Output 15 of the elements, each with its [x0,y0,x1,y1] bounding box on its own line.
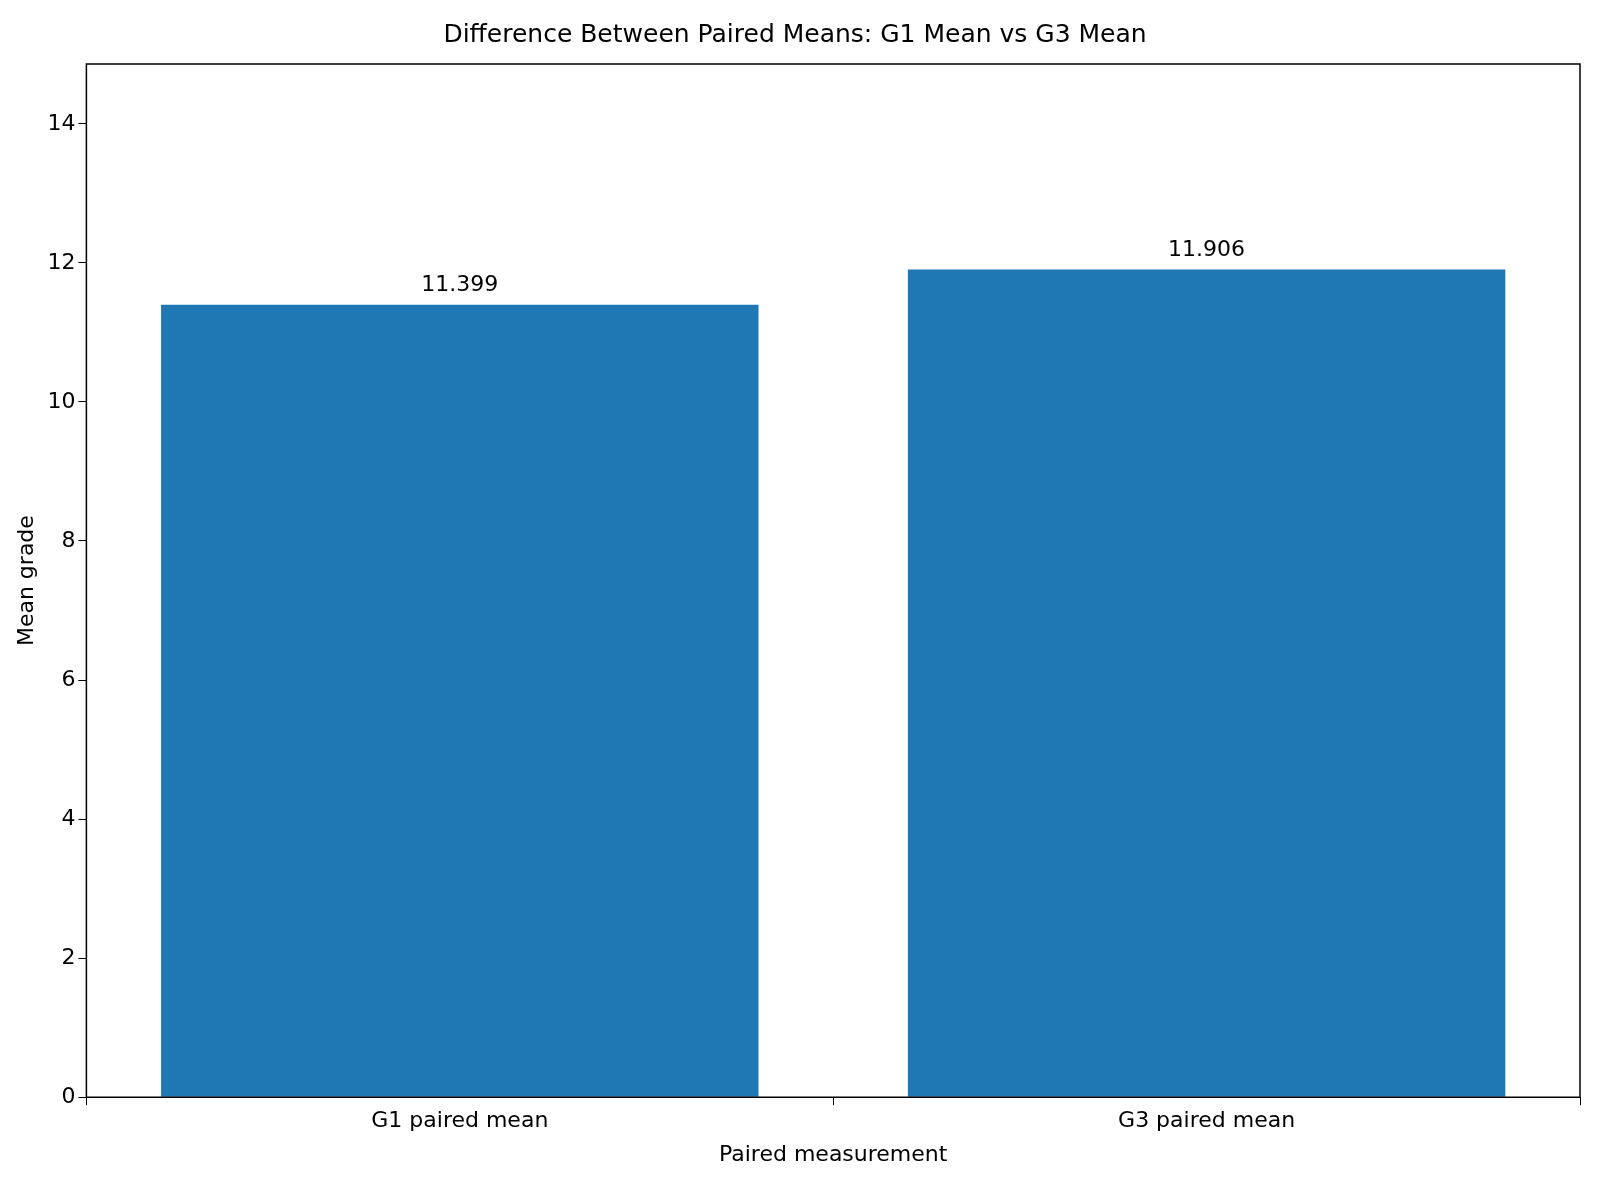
y-tick-label: 8 [61,526,76,552]
y-axis-title: Mean grade [12,515,38,647]
y-tick-label: 14 [47,109,76,135]
data-label: 11.399 [421,271,499,297]
chart-title: Difference Between Paired Means: G1 Mean vs G3 Mean [443,18,1147,48]
data-label: 11.906 [1168,236,1246,262]
y-tick-label: 6 [61,665,76,691]
y-tick-label: 10 [47,387,76,413]
y-tick-label: 2 [61,943,76,969]
x-axis-title: Paired measurement [718,1140,948,1166]
y-tick-label: 0 [61,1082,76,1108]
x-tick-label: G3 paired mean [1118,1107,1296,1133]
x-tick-label: G1 paired mean [371,1107,549,1133]
y-tick-label: 4 [61,804,76,830]
y-tick-label: 12 [47,248,76,274]
